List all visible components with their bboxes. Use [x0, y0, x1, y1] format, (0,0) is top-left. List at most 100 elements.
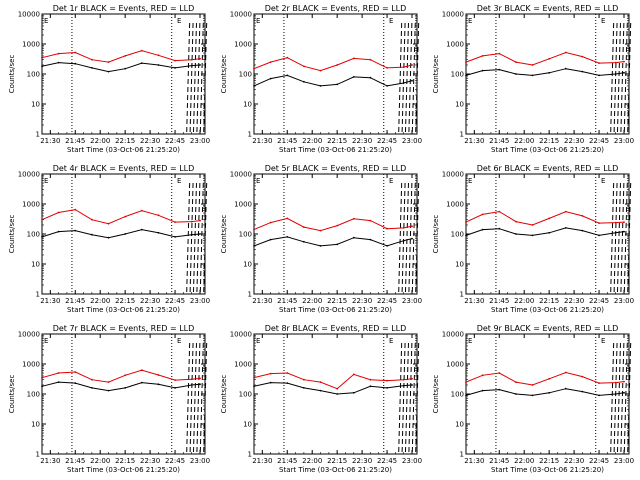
lld-point — [336, 224, 339, 227]
lld-point — [481, 213, 484, 216]
events-point — [140, 62, 143, 64]
x-tick-label: 21:45 — [65, 457, 85, 465]
plot-frame — [465, 173, 630, 295]
x-tick-label: 22:15 — [327, 457, 347, 465]
events-point — [157, 383, 160, 386]
corner-mark-right: E — [177, 17, 181, 25]
end-hatch-line — [613, 181, 618, 293]
corner-mark-left: E — [44, 337, 48, 345]
end-hatch-line — [623, 341, 628, 453]
lld-point — [199, 57, 201, 60]
x-tick-label: 22:15 — [115, 297, 135, 305]
events-point — [411, 237, 413, 240]
events-point — [41, 385, 43, 388]
end-hatch-line — [408, 341, 413, 453]
panel-title: Det 2r BLACK = Events, RED = LLD — [265, 4, 407, 13]
lld-point — [91, 378, 93, 381]
corner-mark-right: E — [177, 337, 181, 345]
x-tick-label: 22:00 — [90, 457, 110, 465]
lld-point — [581, 215, 584, 217]
detector-panel-1: Det 1r BLACK = Events, RED = LLD 1 10 100 10… — [8, 4, 210, 154]
x-tick-label: 21:30 — [252, 457, 272, 465]
x-tick-label: 22:45 — [589, 137, 609, 145]
lld-point — [190, 220, 193, 223]
y-tick-label: 10000 — [230, 11, 252, 19]
y-tick-label: 1 — [460, 131, 464, 139]
y-tick-label: 1000 — [446, 361, 464, 369]
end-hatch-line — [408, 21, 413, 133]
x-tick-label: 22:00 — [90, 297, 110, 305]
end-hatch-line — [411, 181, 416, 293]
lld-point — [319, 381, 322, 383]
lld-point — [140, 369, 143, 372]
y-tick-label: 10 — [455, 101, 464, 109]
events-series-line — [253, 236, 413, 247]
lld-point — [614, 221, 617, 224]
panel-title: Det 6r BLACK = Events, RED = LLD — [477, 164, 619, 173]
x-tick-label: 22:30 — [352, 137, 372, 145]
events-point — [581, 390, 584, 393]
end-hatch-line — [613, 21, 618, 133]
y-axis-label: Counts/sec — [220, 215, 228, 254]
x-tick-label: 22:45 — [589, 297, 609, 305]
y-tick-label: 10000 — [18, 171, 40, 179]
corner-mark-left: E — [44, 17, 48, 25]
lld-point — [481, 55, 484, 57]
corner-mark-left: E — [468, 177, 472, 185]
end-hatch-line — [405, 341, 410, 453]
x-tick-label: 21:45 — [489, 297, 509, 305]
y-tick-label: 1 — [36, 131, 40, 139]
x-axis-label: Start Time (03-Oct-06 21:25:20) — [279, 146, 392, 154]
x-tick-label: 22:00 — [302, 457, 322, 465]
end-hatch-line — [193, 181, 198, 293]
events-point — [140, 381, 143, 384]
y-tick-label: 100 — [451, 391, 464, 399]
lld-point — [515, 61, 517, 63]
lld-point — [303, 226, 305, 229]
events-point — [269, 381, 272, 384]
x-tick-label: 22:00 — [302, 297, 322, 305]
lld-series-line — [41, 369, 201, 383]
lld-point — [157, 214, 160, 217]
events-point — [319, 245, 322, 247]
events-point — [402, 384, 405, 387]
events-point — [253, 85, 255, 87]
events-point — [369, 76, 372, 79]
x-tick-label: 23:00 — [190, 297, 210, 305]
lld-point — [319, 229, 322, 232]
x-tick-label: 23:00 — [190, 457, 210, 465]
detector-panel-4: Det 4r BLACK = Events, RED = LLD 1 10 100 10… — [8, 164, 210, 314]
events-point — [57, 381, 60, 383]
lld-point — [411, 64, 413, 66]
x-tick-label: 21:30 — [40, 297, 60, 305]
events-point — [411, 79, 413, 82]
x-tick-label: 21:30 — [252, 297, 272, 305]
x-axis-label: Start Time (03-Oct-06 21:25:20) — [491, 466, 604, 474]
lld-point — [386, 379, 388, 382]
lld-point — [614, 381, 617, 384]
detector-panel-5: Det 5r BLACK = Events, RED = LLD 1 10 100 10… — [220, 164, 422, 314]
lld-point — [581, 375, 584, 378]
panel-title: Det 4r BLACK = Events, RED = LLD — [53, 164, 195, 173]
lld-point — [91, 218, 93, 221]
y-tick-label: 100 — [27, 231, 40, 239]
x-tick-label: 21:30 — [464, 137, 484, 145]
events-point — [411, 384, 413, 386]
corner-mark-right: E — [389, 337, 393, 345]
panel-title: Det 7r BLACK = Events, RED = LLD — [53, 324, 195, 333]
lld-point — [190, 58, 193, 61]
x-tick-label: 21:30 — [464, 297, 484, 305]
events-point — [386, 245, 388, 247]
x-tick-label: 21:30 — [40, 457, 60, 465]
x-tick-label: 21:45 — [489, 137, 509, 145]
lld-point — [199, 377, 201, 380]
events-point — [369, 385, 372, 388]
events-point — [564, 67, 567, 70]
y-tick-label: 10 — [31, 421, 40, 429]
lld-point — [531, 224, 534, 226]
y-tick-label: 10 — [243, 421, 252, 429]
events-point — [465, 234, 467, 237]
events-point — [515, 393, 517, 395]
events-point — [336, 83, 339, 86]
end-hatch-line — [617, 341, 622, 453]
